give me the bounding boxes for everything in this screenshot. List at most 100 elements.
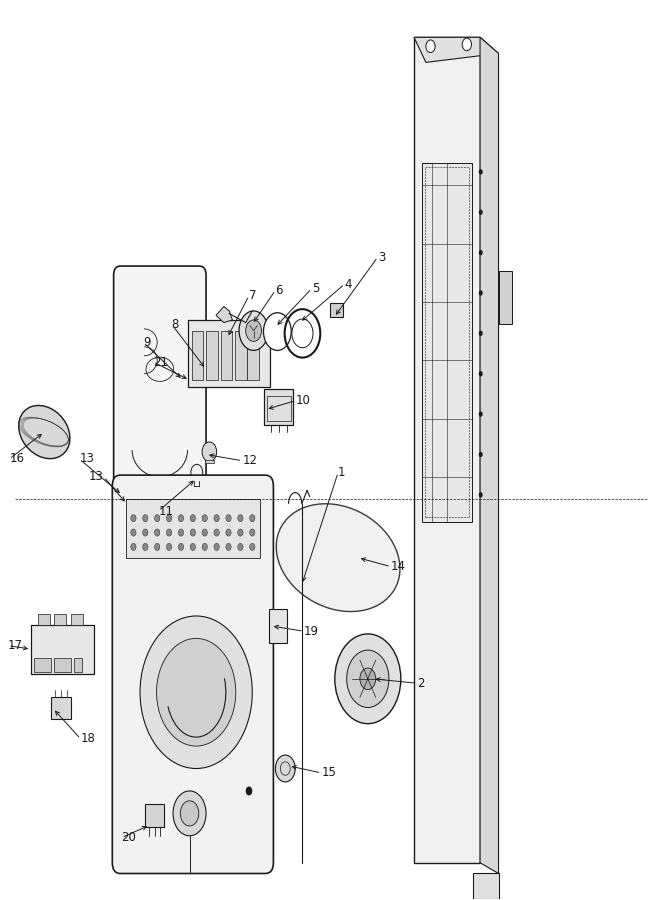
- Polygon shape: [205, 460, 214, 463]
- Polygon shape: [188, 320, 270, 387]
- Text: 4: 4: [345, 277, 352, 291]
- Bar: [330, 303, 343, 317]
- Circle shape: [166, 544, 172, 551]
- Polygon shape: [216, 306, 233, 322]
- Text: 13: 13: [89, 471, 103, 483]
- Circle shape: [214, 529, 219, 536]
- FancyBboxPatch shape: [112, 475, 273, 874]
- Bar: [267, 396, 290, 421]
- Text: 10: 10: [295, 394, 310, 407]
- Circle shape: [143, 515, 148, 522]
- Bar: [125, 500, 260, 558]
- Bar: [247, 344, 259, 380]
- Circle shape: [202, 529, 208, 536]
- Circle shape: [202, 442, 217, 462]
- Circle shape: [479, 291, 483, 296]
- Circle shape: [178, 544, 184, 551]
- Circle shape: [246, 320, 261, 341]
- Circle shape: [479, 411, 483, 417]
- Circle shape: [166, 515, 172, 522]
- Circle shape: [360, 668, 376, 689]
- Polygon shape: [422, 163, 472, 522]
- Circle shape: [335, 634, 401, 724]
- FancyBboxPatch shape: [113, 266, 206, 486]
- Circle shape: [238, 515, 243, 522]
- Circle shape: [190, 515, 196, 522]
- Bar: [499, 271, 512, 324]
- Bar: [71, 614, 83, 625]
- Polygon shape: [414, 37, 499, 62]
- Circle shape: [226, 544, 231, 551]
- Circle shape: [154, 544, 160, 551]
- Bar: [264, 389, 293, 425]
- Circle shape: [190, 529, 196, 536]
- Circle shape: [143, 544, 148, 551]
- Circle shape: [479, 492, 483, 498]
- Circle shape: [202, 515, 208, 522]
- Text: 21: 21: [153, 356, 168, 369]
- Circle shape: [140, 616, 253, 769]
- Text: 6: 6: [275, 284, 283, 297]
- Text: 18: 18: [81, 733, 95, 745]
- Circle shape: [131, 515, 136, 522]
- Circle shape: [275, 755, 295, 782]
- Circle shape: [180, 801, 199, 826]
- Circle shape: [202, 544, 208, 551]
- Circle shape: [479, 250, 483, 256]
- Ellipse shape: [19, 405, 70, 459]
- Bar: [145, 805, 164, 827]
- Circle shape: [154, 529, 160, 536]
- Circle shape: [178, 529, 184, 536]
- Text: 9: 9: [143, 336, 151, 349]
- Text: 20: 20: [121, 831, 137, 844]
- Polygon shape: [480, 37, 499, 874]
- Text: 11: 11: [158, 505, 174, 518]
- Bar: [31, 625, 94, 674]
- Bar: [221, 330, 233, 380]
- Circle shape: [479, 371, 483, 376]
- Text: 14: 14: [391, 560, 406, 573]
- Circle shape: [347, 650, 389, 707]
- Circle shape: [250, 544, 255, 551]
- Text: 15: 15: [322, 767, 336, 779]
- Bar: [54, 658, 71, 671]
- Circle shape: [479, 330, 483, 336]
- Bar: [269, 608, 287, 643]
- Circle shape: [131, 544, 136, 551]
- Circle shape: [190, 544, 196, 551]
- Circle shape: [131, 529, 136, 536]
- Circle shape: [214, 544, 219, 551]
- Circle shape: [239, 310, 268, 350]
- Text: 2: 2: [417, 677, 425, 689]
- Circle shape: [479, 169, 483, 175]
- Circle shape: [154, 515, 160, 522]
- Circle shape: [178, 515, 184, 522]
- Text: 17: 17: [8, 639, 23, 652]
- Circle shape: [214, 515, 219, 522]
- Circle shape: [246, 787, 253, 796]
- Text: 8: 8: [172, 318, 179, 331]
- Text: 1: 1: [338, 466, 345, 479]
- Polygon shape: [473, 874, 499, 898]
- Text: 5: 5: [312, 282, 319, 295]
- Bar: [34, 658, 51, 671]
- Text: 16: 16: [9, 453, 25, 465]
- Circle shape: [156, 638, 236, 746]
- Circle shape: [238, 544, 243, 551]
- Bar: [38, 614, 50, 625]
- Bar: [74, 658, 82, 671]
- Circle shape: [263, 312, 291, 350]
- Circle shape: [479, 452, 483, 457]
- Circle shape: [143, 529, 148, 536]
- Text: 19: 19: [304, 625, 319, 638]
- Circle shape: [226, 529, 231, 536]
- Circle shape: [238, 529, 243, 536]
- Polygon shape: [414, 37, 480, 863]
- Circle shape: [250, 515, 255, 522]
- Circle shape: [250, 529, 255, 536]
- Bar: [51, 697, 71, 719]
- Circle shape: [462, 38, 471, 50]
- Circle shape: [166, 529, 172, 536]
- Bar: [192, 330, 204, 380]
- Ellipse shape: [276, 504, 400, 612]
